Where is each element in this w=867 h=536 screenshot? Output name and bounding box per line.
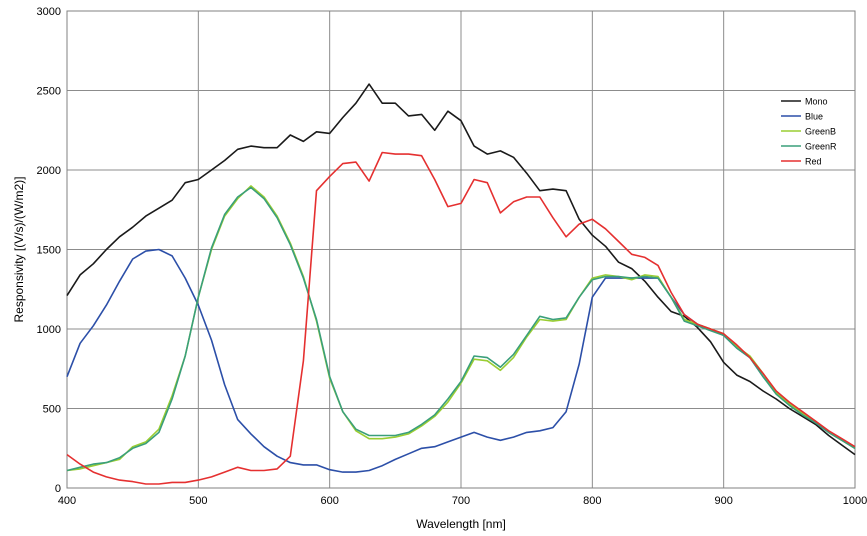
legend: Mono Blue GreenB GreenR Red	[781, 97, 837, 167]
x-tick-label: 600	[320, 495, 338, 507]
x-tick-label: 1000	[843, 495, 867, 507]
axis-ticks: 400 500 600 700 800 900 1000 0 500 1000 1500 2000 25…	[37, 6, 867, 507]
y-tick-label: 1500	[37, 245, 61, 257]
y-axis-title: Responsivity [(V/s)/(W/m2)]	[12, 176, 26, 322]
y-tick-label: 2500	[37, 86, 61, 98]
series-line-red	[66, 151, 856, 485]
x-tick-label: 500	[189, 495, 207, 507]
legend-label: Mono	[805, 97, 828, 107]
legend-label: Red	[805, 157, 822, 167]
y-tick-label: 0	[55, 483, 61, 495]
series-lines	[66, 83, 856, 485]
x-axis-title: Wavelength [nm]	[416, 517, 506, 531]
y-tick-label: 500	[43, 404, 61, 416]
x-tick-label: 700	[452, 495, 470, 507]
x-tick-label: 900	[714, 495, 732, 507]
legend-label: GreenR	[805, 142, 837, 152]
y-tick-label: 1000	[37, 324, 61, 336]
y-tick-label: 3000	[37, 6, 61, 18]
x-tick-label: 400	[58, 495, 76, 507]
grid	[67, 11, 855, 488]
y-tick-label: 2000	[37, 165, 61, 177]
legend-label: GreenB	[805, 127, 836, 137]
series-line-greenr	[66, 186, 856, 472]
series-line-mono	[66, 83, 856, 456]
plot-area	[66, 10, 856, 489]
legend-label: Blue	[805, 112, 823, 122]
x-tick-label: 800	[583, 495, 601, 507]
